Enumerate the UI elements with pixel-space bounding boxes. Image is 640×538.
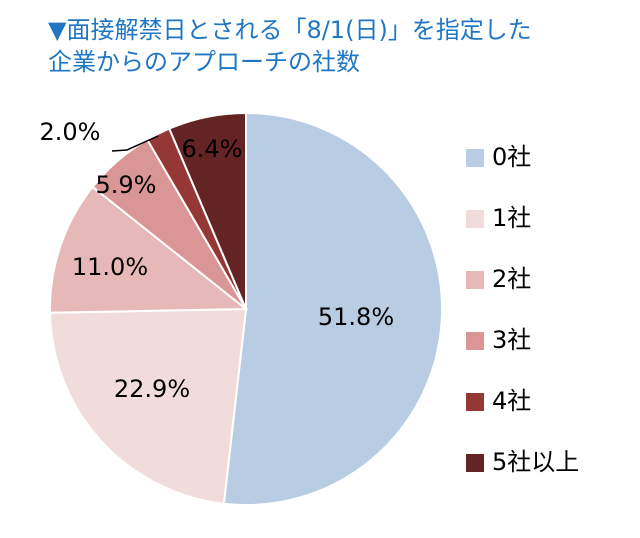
legend: 0社 1社 2社 3社 4社 5社以上 bbox=[466, 143, 579, 476]
data-label-3: 5.9% bbox=[96, 171, 157, 199]
pie-slice-2 bbox=[49, 185, 249, 314]
pie-labels: 51.8% 22.9% 11.0% 5.9% 2.0% 6.4% bbox=[40, 118, 395, 403]
legend-label-2: 2社 bbox=[492, 265, 531, 293]
legend-swatch-2 bbox=[466, 271, 484, 289]
chart-title: ▼面接解禁日とされる「8/1(日)」を指定した 企業からのアプローチの社数 bbox=[48, 14, 628, 78]
legend-label-0: 0社 bbox=[492, 143, 531, 171]
pie-slices bbox=[49, 111, 443, 506]
legend-swatch-5 bbox=[466, 454, 484, 472]
legend-swatch-3 bbox=[466, 332, 484, 350]
leader-line-4 bbox=[111, 135, 159, 152]
data-label-4: 2.0% bbox=[40, 118, 101, 146]
legend-swatch-0 bbox=[466, 149, 484, 167]
pie-slice-5 bbox=[167, 111, 247, 310]
legend-label-1: 1社 bbox=[492, 204, 531, 232]
data-label-2: 11.0% bbox=[72, 253, 148, 281]
chart-title-line-2: 企業からのアプローチの社数 bbox=[48, 48, 360, 76]
legend-swatch-1 bbox=[466, 210, 484, 228]
legend-swatch-4 bbox=[466, 393, 484, 411]
pie-slice-0 bbox=[222, 111, 443, 506]
legend-label-5: 5社以上 bbox=[492, 448, 579, 476]
pie-slice-1 bbox=[49, 307, 248, 505]
legend-label-4: 4社 bbox=[492, 387, 531, 415]
chart-title-line-1: ▼面接解禁日とされる「8/1(日)」を指定した bbox=[48, 16, 532, 44]
data-label-1: 22.9% bbox=[114, 375, 190, 403]
data-label-5: 6.4% bbox=[182, 135, 243, 163]
data-label-0: 51.8% bbox=[318, 303, 394, 331]
legend-label-3: 3社 bbox=[492, 326, 531, 354]
